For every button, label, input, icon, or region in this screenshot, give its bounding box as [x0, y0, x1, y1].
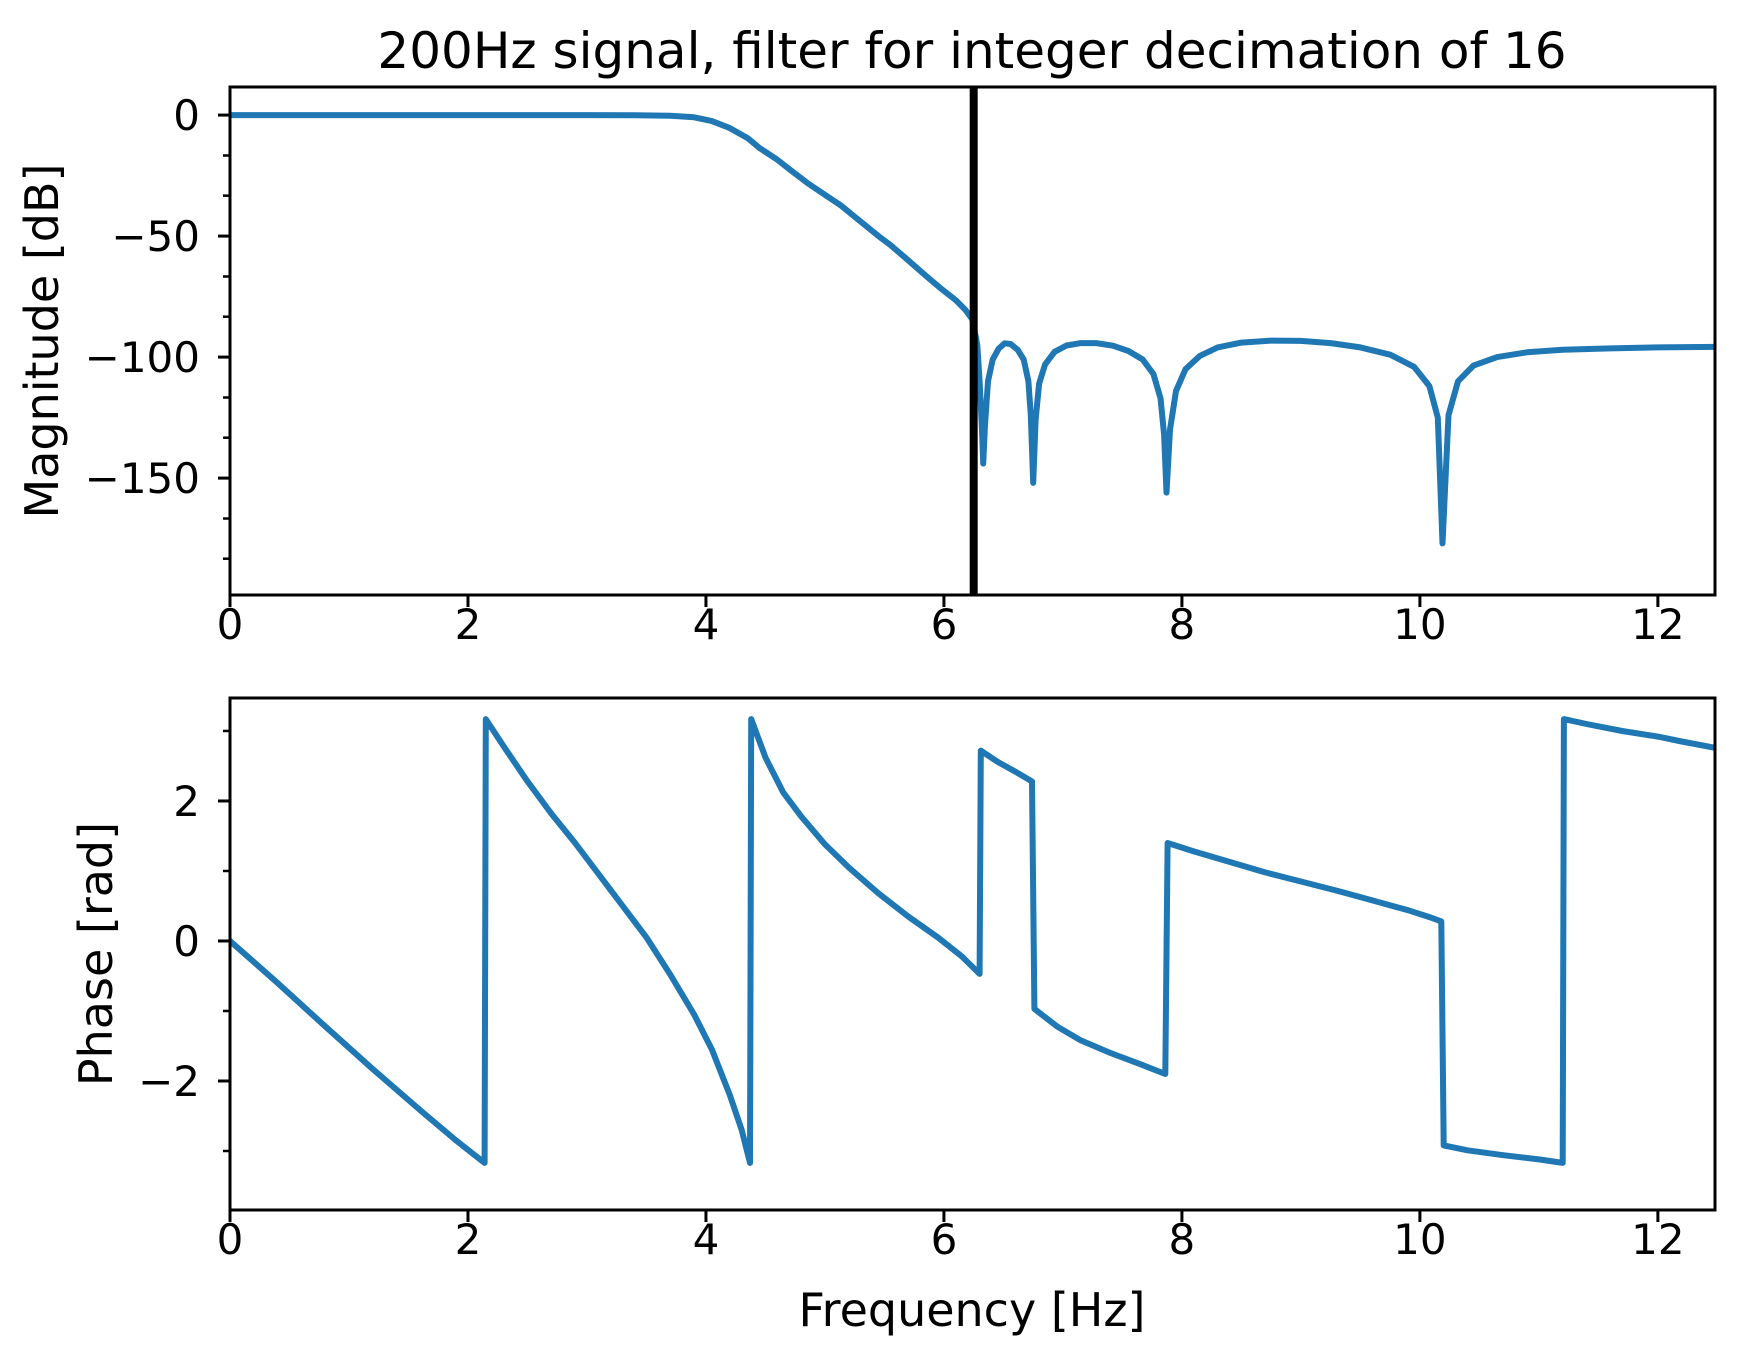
- magnitude-x-tick-label: 4: [693, 600, 720, 649]
- magnitude-y-axis-label: Magnitude [dB]: [15, 163, 69, 519]
- magnitude-y-tick-label: −150: [85, 454, 200, 503]
- phase-axes-frame: [228, 696, 1717, 1212]
- phase-x-tick-label: 8: [1169, 1215, 1196, 1264]
- phase-x-tick-label: 4: [693, 1215, 720, 1264]
- phase-x-tick-label: 0: [217, 1215, 244, 1264]
- magnitude-y-tick-label: −100: [85, 333, 200, 382]
- magnitude-y-tick-label: 0: [173, 91, 200, 140]
- magnitude-y-tick-label: −50: [111, 212, 200, 261]
- phase-y-tick-label: 2: [173, 777, 200, 826]
- phase-y-tick-label: 0: [173, 917, 200, 966]
- figure-title: 200Hz signal, filter for integer decimat…: [377, 22, 1567, 80]
- magnitude-axes-frame: [228, 85, 1717, 597]
- phase-x-tick-label: 2: [455, 1215, 482, 1264]
- phase-y-axis-label: Phase [rad]: [69, 821, 123, 1087]
- phase-plot: 0 2 4 6 8 10 12 2 0 −2: [138, 696, 1717, 1264]
- magnitude-response-curve: [230, 112, 1715, 547]
- magnitude-x-tick-label: 10: [1393, 600, 1446, 649]
- magnitude-plot: 0 2 4 6 8 10 12 0 −50 −100 −150: [85, 85, 1717, 649]
- magnitude-x-tick-label: 6: [931, 600, 958, 649]
- magnitude-x-tick-label: 2: [455, 600, 482, 649]
- phase-response-curve: [230, 716, 1715, 1166]
- magnitude-x-tick-label: 12: [1631, 600, 1684, 649]
- magnitude-x-tick-label: 0: [217, 600, 244, 649]
- phase-x-tick-label: 12: [1631, 1215, 1684, 1264]
- x-axis-label: Frequency [Hz]: [798, 1283, 1146, 1337]
- phase-y-tick-label: −2: [138, 1057, 200, 1106]
- magnitude-x-tick-label: 8: [1169, 600, 1196, 649]
- phase-x-tick-label: 10: [1393, 1215, 1446, 1264]
- phase-x-tick-label: 6: [931, 1215, 958, 1264]
